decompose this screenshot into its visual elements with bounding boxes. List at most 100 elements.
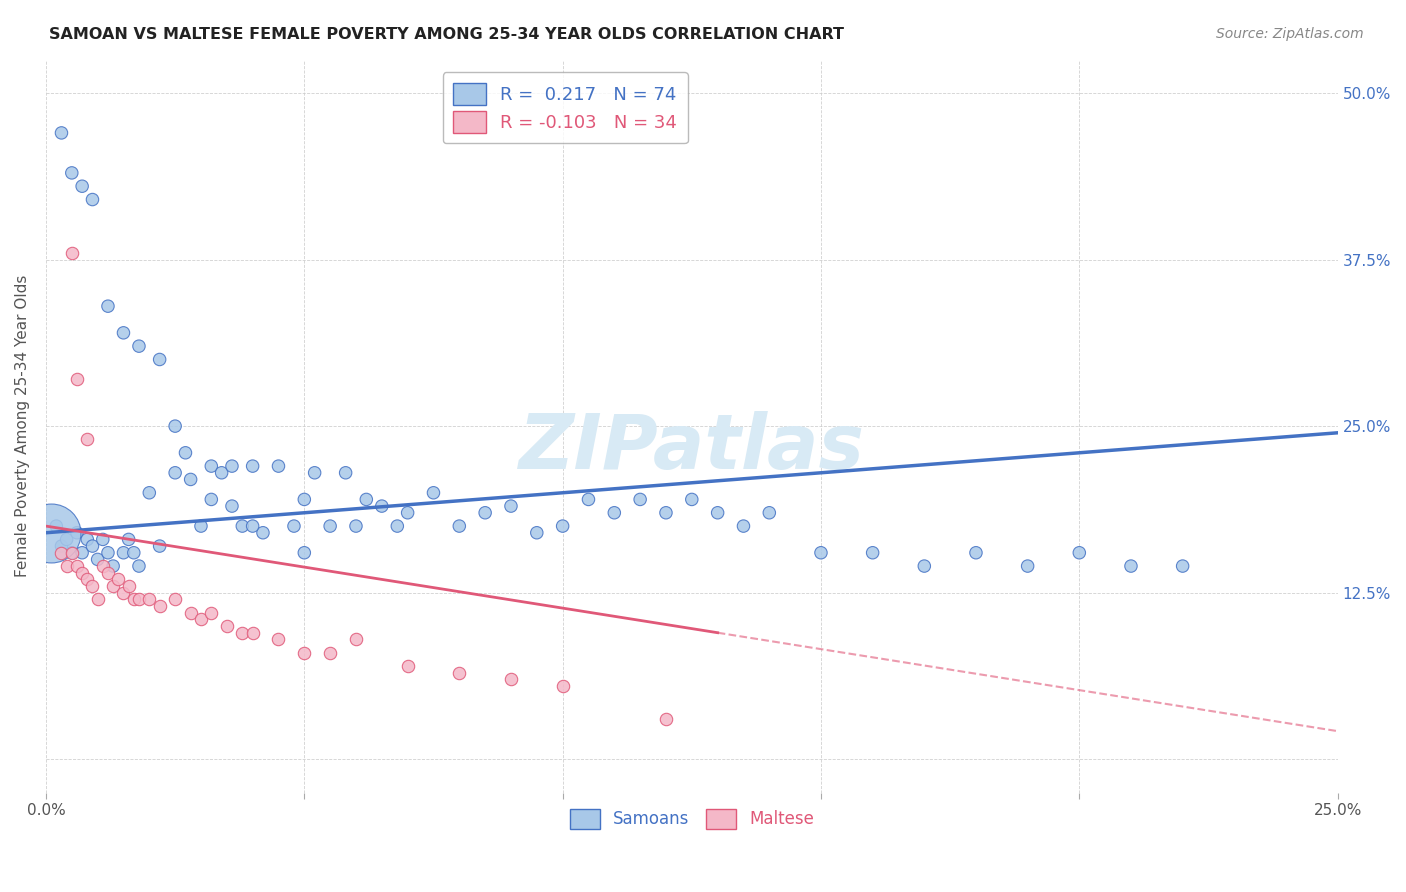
- Point: [319, 519, 342, 533]
- Point: [681, 492, 703, 507]
- Point: [221, 499, 243, 513]
- Point: [165, 592, 187, 607]
- Point: [862, 546, 884, 560]
- Point: [112, 326, 135, 340]
- Point: [149, 599, 172, 613]
- Point: [76, 533, 98, 547]
- Point: [231, 519, 253, 533]
- Point: [252, 525, 274, 540]
- Point: [128, 339, 150, 353]
- Point: [603, 506, 626, 520]
- Text: SAMOAN VS MALTESE FEMALE POVERTY AMONG 25-34 YEAR OLDS CORRELATION CHART: SAMOAN VS MALTESE FEMALE POVERTY AMONG 2…: [49, 27, 844, 42]
- Point: [1069, 546, 1091, 560]
- Point: [422, 485, 444, 500]
- Point: [267, 459, 290, 474]
- Point: [387, 519, 409, 533]
- Point: [1119, 559, 1142, 574]
- Point: [221, 459, 243, 474]
- Point: [190, 519, 212, 533]
- Point: [165, 419, 187, 434]
- Legend: Samoans, Maltese: Samoans, Maltese: [562, 802, 821, 836]
- Point: [267, 632, 290, 647]
- Point: [396, 506, 419, 520]
- Point: [70, 566, 93, 580]
- Point: [344, 632, 367, 647]
- Point: [190, 612, 212, 626]
- Point: [174, 446, 197, 460]
- Point: [66, 559, 89, 574]
- Point: [628, 492, 651, 507]
- Point: [138, 485, 160, 500]
- Point: [55, 559, 77, 574]
- Text: Source: ZipAtlas.com: Source: ZipAtlas.com: [1216, 27, 1364, 41]
- Point: [51, 539, 73, 553]
- Point: [122, 546, 145, 560]
- Point: [283, 519, 305, 533]
- Point: [60, 546, 83, 560]
- Point: [39, 525, 62, 540]
- Point: [55, 533, 77, 547]
- Point: [112, 585, 135, 599]
- Point: [70, 179, 93, 194]
- Point: [149, 352, 172, 367]
- Point: [180, 472, 202, 486]
- Point: [122, 592, 145, 607]
- Point: [82, 539, 104, 553]
- Point: [107, 573, 129, 587]
- Point: [578, 492, 600, 507]
- Y-axis label: Female Poverty Among 25-34 Year Olds: Female Poverty Among 25-34 Year Olds: [15, 275, 30, 577]
- Point: [128, 592, 150, 607]
- Point: [101, 559, 124, 574]
- Point: [231, 625, 253, 640]
- Point: [655, 506, 678, 520]
- Point: [371, 499, 394, 513]
- Point: [733, 519, 755, 533]
- Point: [82, 193, 104, 207]
- Point: [70, 546, 93, 560]
- Point: [66, 525, 89, 540]
- Point: [499, 499, 522, 513]
- Point: [449, 665, 471, 680]
- Point: [200, 459, 222, 474]
- Point: [200, 606, 222, 620]
- Point: [60, 166, 83, 180]
- Point: [45, 519, 67, 533]
- Point: [356, 492, 378, 507]
- Point: [335, 466, 357, 480]
- Point: [76, 433, 98, 447]
- Point: [51, 126, 73, 140]
- Point: [215, 619, 238, 633]
- Point: [60, 245, 83, 260]
- Point: [292, 646, 315, 660]
- Point: [706, 506, 728, 520]
- Point: [128, 559, 150, 574]
- Point: [292, 492, 315, 507]
- Point: [97, 546, 120, 560]
- Point: [526, 525, 548, 540]
- Point: [86, 592, 108, 607]
- Point: [1171, 559, 1194, 574]
- Point: [551, 679, 574, 693]
- Point: [165, 466, 187, 480]
- Point: [292, 546, 315, 560]
- Point: [304, 466, 326, 480]
- Point: [101, 579, 124, 593]
- Point: [180, 606, 202, 620]
- Point: [138, 592, 160, 607]
- Point: [242, 459, 264, 474]
- Point: [242, 625, 264, 640]
- Point: [965, 546, 987, 560]
- Point: [66, 372, 89, 386]
- Point: [82, 579, 104, 593]
- Point: [449, 519, 471, 533]
- Point: [91, 559, 114, 574]
- Point: [97, 566, 120, 580]
- Point: [758, 506, 780, 520]
- Point: [655, 712, 678, 726]
- Point: [1017, 559, 1039, 574]
- Point: [242, 519, 264, 533]
- Point: [51, 546, 73, 560]
- Point: [112, 546, 135, 560]
- Point: [551, 519, 574, 533]
- Point: [211, 466, 233, 480]
